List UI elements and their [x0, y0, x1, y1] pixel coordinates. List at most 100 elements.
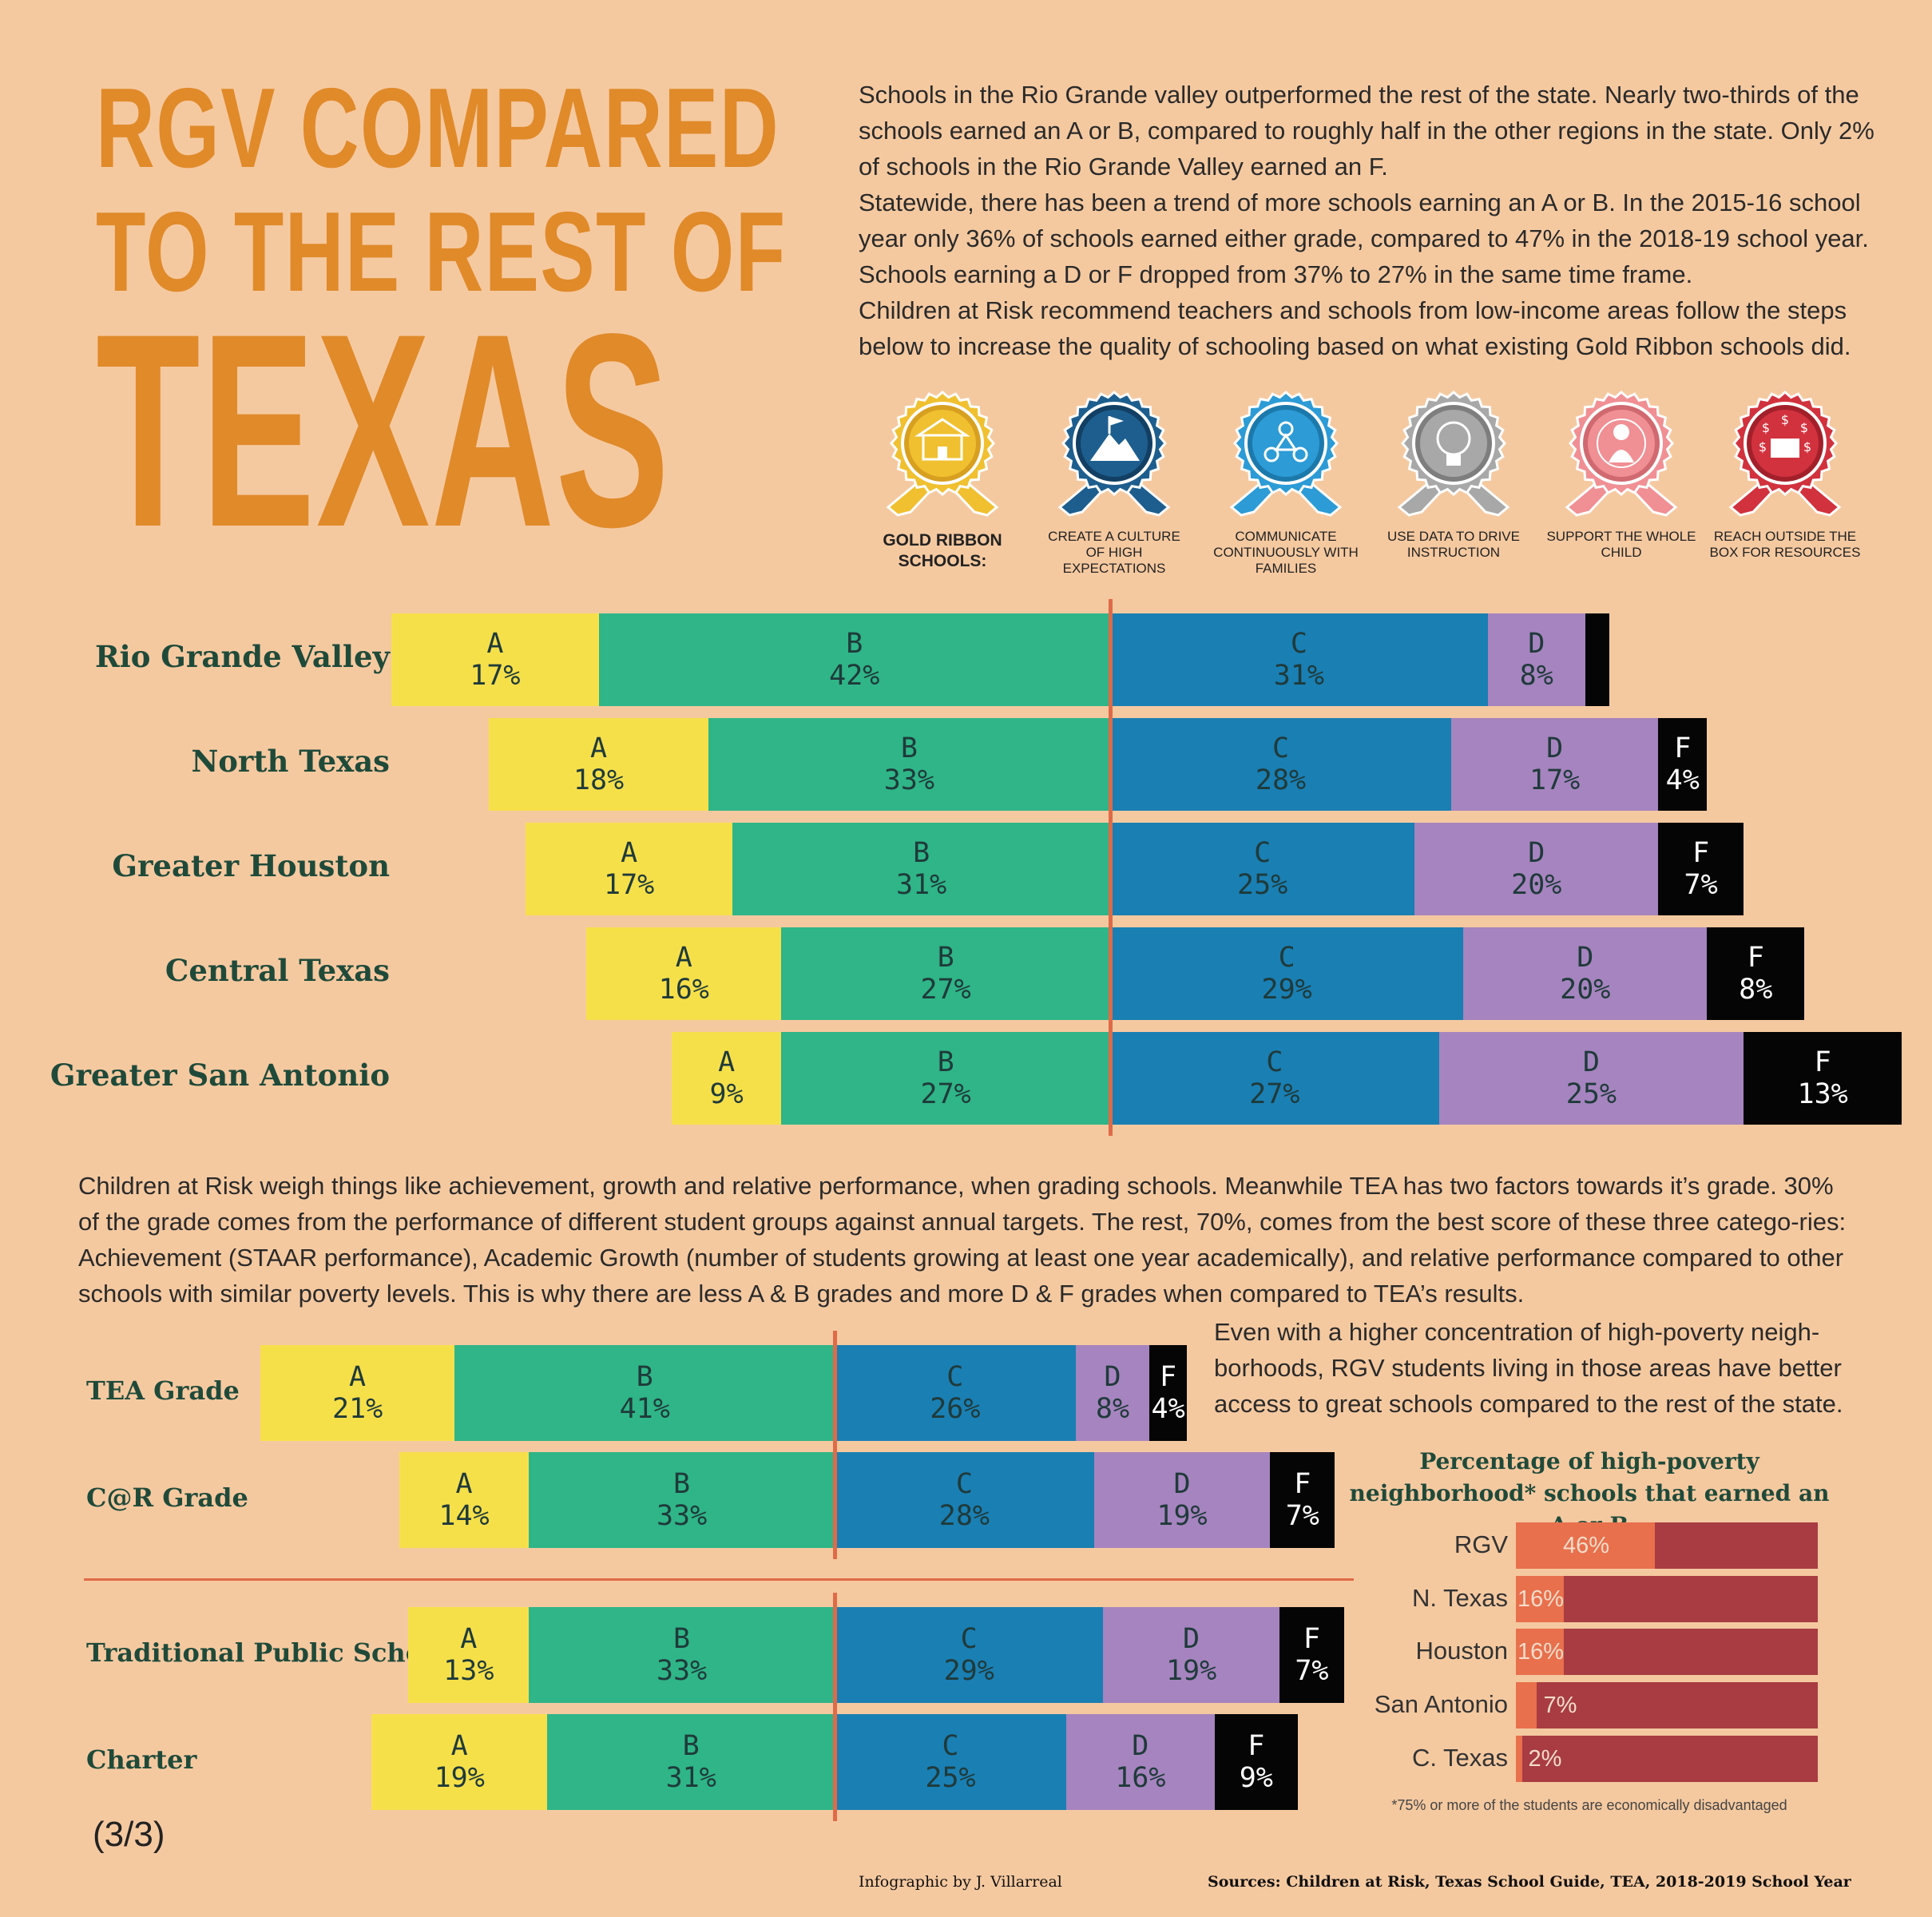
- grade-percent: 7%: [1684, 869, 1718, 901]
- bar-segment-f: F 13%: [1744, 1032, 1902, 1125]
- title-line-1: RGV COMPARED: [96, 65, 780, 192]
- grade-percent: 4%: [1151, 1393, 1185, 1425]
- row-label: Traditional Public School: [86, 1637, 450, 1668]
- bar-segment-f: F 8%: [1707, 927, 1805, 1020]
- grade-letter: F: [1303, 1622, 1320, 1655]
- bar-segment-b: B 33%: [708, 718, 1110, 811]
- bar-segment-c: C 29%: [835, 1607, 1104, 1703]
- credit: Infographic by J. Villarreal: [859, 1873, 1062, 1891]
- grade-percent: 28%: [1255, 764, 1307, 796]
- poverty-bar: 2%: [1516, 1736, 1818, 1782]
- row-label: North Texas: [191, 744, 390, 780]
- grade-percent: 16%: [1115, 1762, 1166, 1794]
- grade-letter: B: [900, 732, 918, 764]
- badge-label: SUPPORT THE WHOLE CHILD: [1546, 529, 1696, 560]
- child-icon: [1565, 391, 1678, 517]
- grade-percent: 25%: [1565, 1078, 1617, 1110]
- grade-percent: 13%: [443, 1655, 494, 1687]
- grade-letter: C: [1254, 836, 1271, 869]
- row-label: Charter: [86, 1744, 197, 1775]
- poverty-value-label: 16%: [1517, 1586, 1565, 1612]
- poverty-value-label: 2%: [1528, 1745, 1562, 1772]
- bar-segment-b: B 33%: [529, 1607, 835, 1703]
- schoolhouse-icon: [886, 391, 999, 517]
- mountain-flag-icon: [1057, 391, 1171, 517]
- poverty-row-label: Houston: [1415, 1637, 1508, 1665]
- bar-segment-d: D 20%: [1463, 927, 1708, 1020]
- lightbulb-icon: [1397, 391, 1510, 517]
- grade-letter: C: [960, 1622, 978, 1655]
- svg-text:$: $: [1803, 439, 1811, 454]
- bar-segment-a: A 16%: [586, 927, 782, 1020]
- grade-percent: 42%: [829, 660, 880, 692]
- grade-letter: A: [675, 941, 692, 974]
- bar-segment-c: C 25%: [1110, 823, 1415, 915]
- section-separator: [84, 1578, 1354, 1581]
- bar-segment-f: [1585, 613, 1610, 706]
- zero-divider-line: [833, 1593, 837, 1821]
- grade-percent: 16%: [658, 974, 709, 1006]
- poverty-bar-fill: [1516, 1736, 1522, 1782]
- bar-segment-d: D 8%: [1075, 1345, 1150, 1441]
- grade-letter: F: [1160, 1360, 1177, 1393]
- side-text: Even with a higher concentration of high…: [1214, 1318, 1843, 1418]
- bar-segment-b: B 27%: [781, 927, 1110, 1020]
- grade-letter: C: [1290, 627, 1307, 660]
- poverty-bar: 7%: [1516, 1682, 1818, 1728]
- grade-percent: 33%: [656, 1655, 708, 1687]
- svg-text:$: $: [1800, 420, 1808, 435]
- svg-text:$: $: [1762, 420, 1770, 435]
- grade-percent: 20%: [1511, 869, 1562, 901]
- bar-segment-d: D 16%: [1066, 1714, 1215, 1810]
- row-label: Greater Houston: [112, 848, 390, 884]
- bar-segment-a: A 14%: [399, 1452, 530, 1548]
- middle-text: Children at Risk weigh things like achie…: [78, 1172, 1847, 1308]
- intro-paragraph-1: Schools in the Rio Grande valley outperf…: [859, 81, 1874, 181]
- bar-segment-a: A 9%: [672, 1032, 782, 1125]
- grade-percent: 26%: [930, 1393, 981, 1425]
- bar-segment-c: C 28%: [1110, 718, 1451, 811]
- bar-segment-c: C 28%: [835, 1452, 1094, 1548]
- bar-segment-b: B 31%: [547, 1714, 835, 1810]
- grade-percent: 8%: [1095, 1393, 1130, 1425]
- badge-label: GOLD RIBBON SCHOOLS:: [883, 531, 1002, 570]
- badge-label: REACH OUTSIDE THE BOX FOR RESOURCES: [1709, 529, 1861, 560]
- grade-letter: C: [942, 1729, 959, 1762]
- bar-segment-f: F 9%: [1214, 1714, 1298, 1810]
- page-marker: (3/3): [93, 1815, 165, 1854]
- bar-segment-d: D 17%: [1451, 718, 1659, 811]
- bar-segment-b: B 41%: [454, 1345, 835, 1441]
- bar-segment-a: A 13%: [408, 1607, 530, 1703]
- bar-segment-b: B 31%: [732, 823, 1110, 915]
- intro-text: Schools in the Rio Grande valley outperf…: [859, 77, 1889, 364]
- grade-letter: D: [1582, 1046, 1600, 1078]
- row-label: Greater San Antonio: [50, 1058, 390, 1093]
- bar-segment-c: C 29%: [1110, 927, 1464, 1020]
- grade-percent: 19%: [1156, 1500, 1208, 1532]
- grade-letter: C: [955, 1467, 973, 1500]
- zero-divider-line: [833, 1331, 837, 1559]
- poverty-value-label: 46%: [1562, 1532, 1609, 1558]
- title-line-3: TEXAS: [96, 277, 671, 585]
- poverty-bar: 16%: [1516, 1629, 1818, 1675]
- grade-percent: 21%: [331, 1393, 383, 1425]
- grade-percent: 17%: [470, 660, 521, 692]
- bar-segment-f: F 7%: [1270, 1452, 1335, 1548]
- grade-letter: D: [1546, 732, 1564, 764]
- grade-letter: A: [621, 836, 638, 869]
- grade-percent: 19%: [1165, 1655, 1217, 1687]
- grade-percent: 29%: [1261, 974, 1312, 1006]
- row-label: Central Texas: [165, 953, 390, 989]
- grade-percent: 31%: [896, 869, 947, 901]
- bar-segment-c: C 25%: [835, 1714, 1066, 1810]
- grade-letter: A: [450, 1729, 468, 1762]
- poverty-bar-fill: [1516, 1682, 1537, 1728]
- grade-letter: D: [1528, 836, 1545, 869]
- grade-percent: 41%: [619, 1393, 670, 1425]
- bar-segment-a: A 19%: [371, 1714, 548, 1810]
- grade-letter: F: [1294, 1467, 1311, 1500]
- poverty-value-label: 16%: [1517, 1638, 1565, 1665]
- grade-letter: B: [682, 1729, 700, 1762]
- grade-percent: 18%: [573, 764, 625, 796]
- bar-segment-a: A 21%: [260, 1345, 455, 1441]
